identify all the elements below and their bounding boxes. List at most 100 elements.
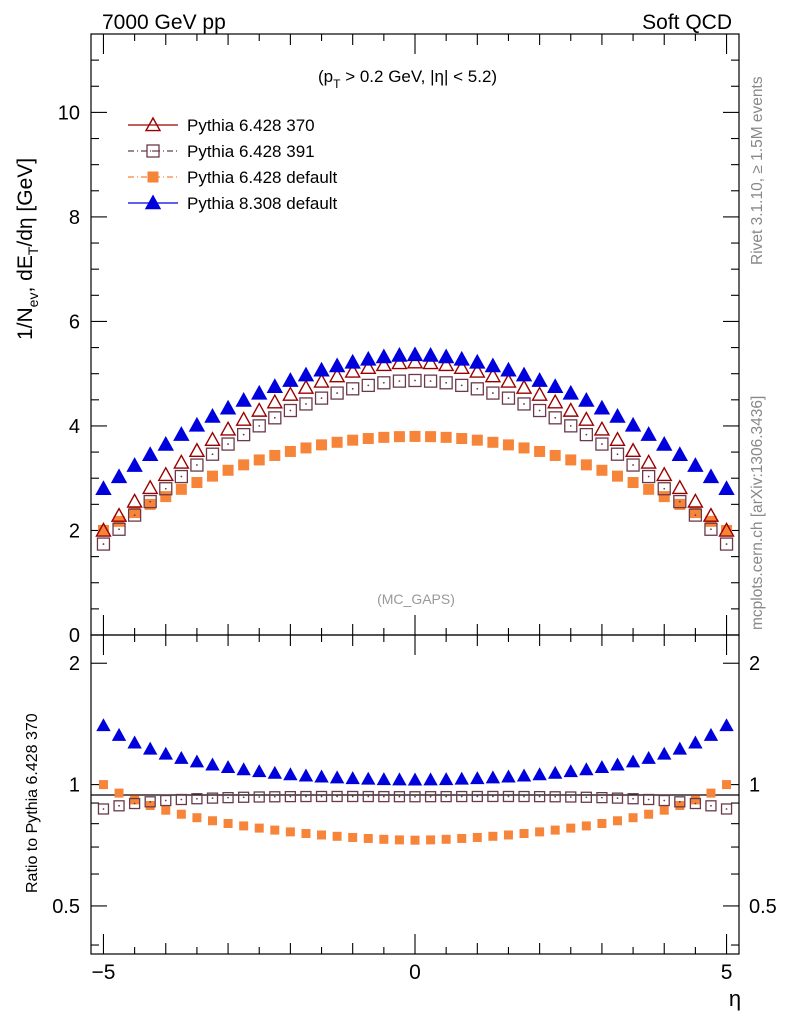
main-point-3 [300,442,312,454]
x-axis: −5 0 5 [91,34,732,984]
x-tick-label: −5 [91,961,115,984]
ratio-point-2 [658,794,670,807]
main-point-2-dot [725,543,728,545]
main-point-1 [328,367,346,383]
ratio-point-2-dot [694,802,697,805]
main-point-2-dot [445,381,448,384]
main-point-1 [547,393,564,409]
main-point-4 [173,426,190,441]
main-point-2-dot [491,392,494,394]
main-point-1 [562,402,579,417]
main-point-4 [157,435,174,451]
main-point-3 [253,454,265,466]
ratio-point-2 [549,791,561,803]
main-point-4 [297,366,315,382]
main-point-4 [406,346,424,362]
ratio-y-tick-label-right: 1 [749,775,760,797]
main-point-1 [95,522,112,537]
main-point-2-dot [476,387,479,390]
main-point-2-dot [258,424,261,427]
ratio-point-3 [472,832,482,842]
ratio-point-2-dot [616,797,619,800]
main-point-4 [702,468,720,484]
ratio-point-2-dot [725,808,728,810]
main-point-1 [219,420,237,436]
main-point-2-dot [118,528,120,531]
main-point-1 [609,431,626,446]
cuts-label: (pT > 0.2 GeV, |η| < 5.2) [318,67,497,91]
main-point-1 [313,373,330,388]
ratio-y-tick-label-right: 2 [749,653,760,675]
ratio-point-2-dot [585,796,588,799]
main-point-1 [531,386,548,401]
main-point-1 [157,466,174,482]
ratio-point-2 [565,791,577,803]
ratio-point-3 [644,809,654,819]
ratio-point-3 [441,834,451,844]
main-point-1 [173,454,190,469]
ratio-point-3 [223,818,233,828]
ratio-point-2 [471,790,483,803]
ratio-point-2 [238,791,250,803]
main-point-4 [562,384,579,400]
main-point-4 [110,468,128,484]
ratio-point-2-dot [336,795,339,798]
main-point-2 [470,382,484,396]
x-tick-label: 0 [409,961,421,984]
ratio-point-4 [579,762,594,776]
main-point-2 [314,391,329,405]
ratio-point-4 [298,768,314,782]
main-point-1 [515,379,533,394]
main-point-2 [486,386,500,400]
ratio-point-2 [113,800,125,812]
main-point-1 [671,479,688,495]
main-point-1 [469,363,486,378]
ratio-point-4 [236,762,251,776]
ratio-point-4 [641,750,656,764]
ratio-point-2 [533,790,546,803]
main-y-tick-label: 6 [69,311,80,333]
main-point-2 [159,482,173,496]
main-point-3 [238,459,250,471]
main-point-4 [578,392,595,407]
ratio-point-4 [594,760,610,774]
main-point-4 [375,348,393,364]
main-point-1 [484,367,502,383]
ratio-point-3 [410,835,420,845]
main-point-4 [547,378,564,393]
main-point-1 [110,507,128,522]
main-point-2 [642,469,656,484]
main-point-4 [687,457,704,472]
ratio-point-2 [596,791,608,804]
process-label: Soft QCD [642,11,732,34]
main-point-4 [531,372,548,387]
ratio-point-4 [423,772,438,786]
main-point-4 [453,350,470,366]
ratio-point-4 [610,757,625,771]
ratio-point-4 [174,750,189,764]
ratio-point-2-dot [569,796,572,798]
ratio-point-3 [581,821,591,831]
ratio-point-2 [222,791,234,804]
main-point-2 [299,397,313,411]
main-point-4 [593,399,611,415]
main-point-2-dot [305,403,307,405]
main-point-3 [393,431,405,443]
main-point-2-dot [663,487,666,490]
main-point-4 [391,347,408,362]
main-point-3 [456,433,468,445]
legend-marker [144,194,162,210]
ratio-point-2 [269,791,281,803]
main-point-4 [640,426,657,441]
ratio-point-2-dot [305,795,307,798]
ratio-point-2 [253,791,265,803]
ratio-point-3 [503,830,513,840]
main-point-1 [437,356,455,372]
main-point-4 [126,457,143,472]
ratio-point-4 [672,741,687,755]
ratio-point-3 [535,827,545,837]
main-point-1 [235,411,252,426]
main-point-2 [548,411,562,425]
main-point-4 [313,361,330,377]
